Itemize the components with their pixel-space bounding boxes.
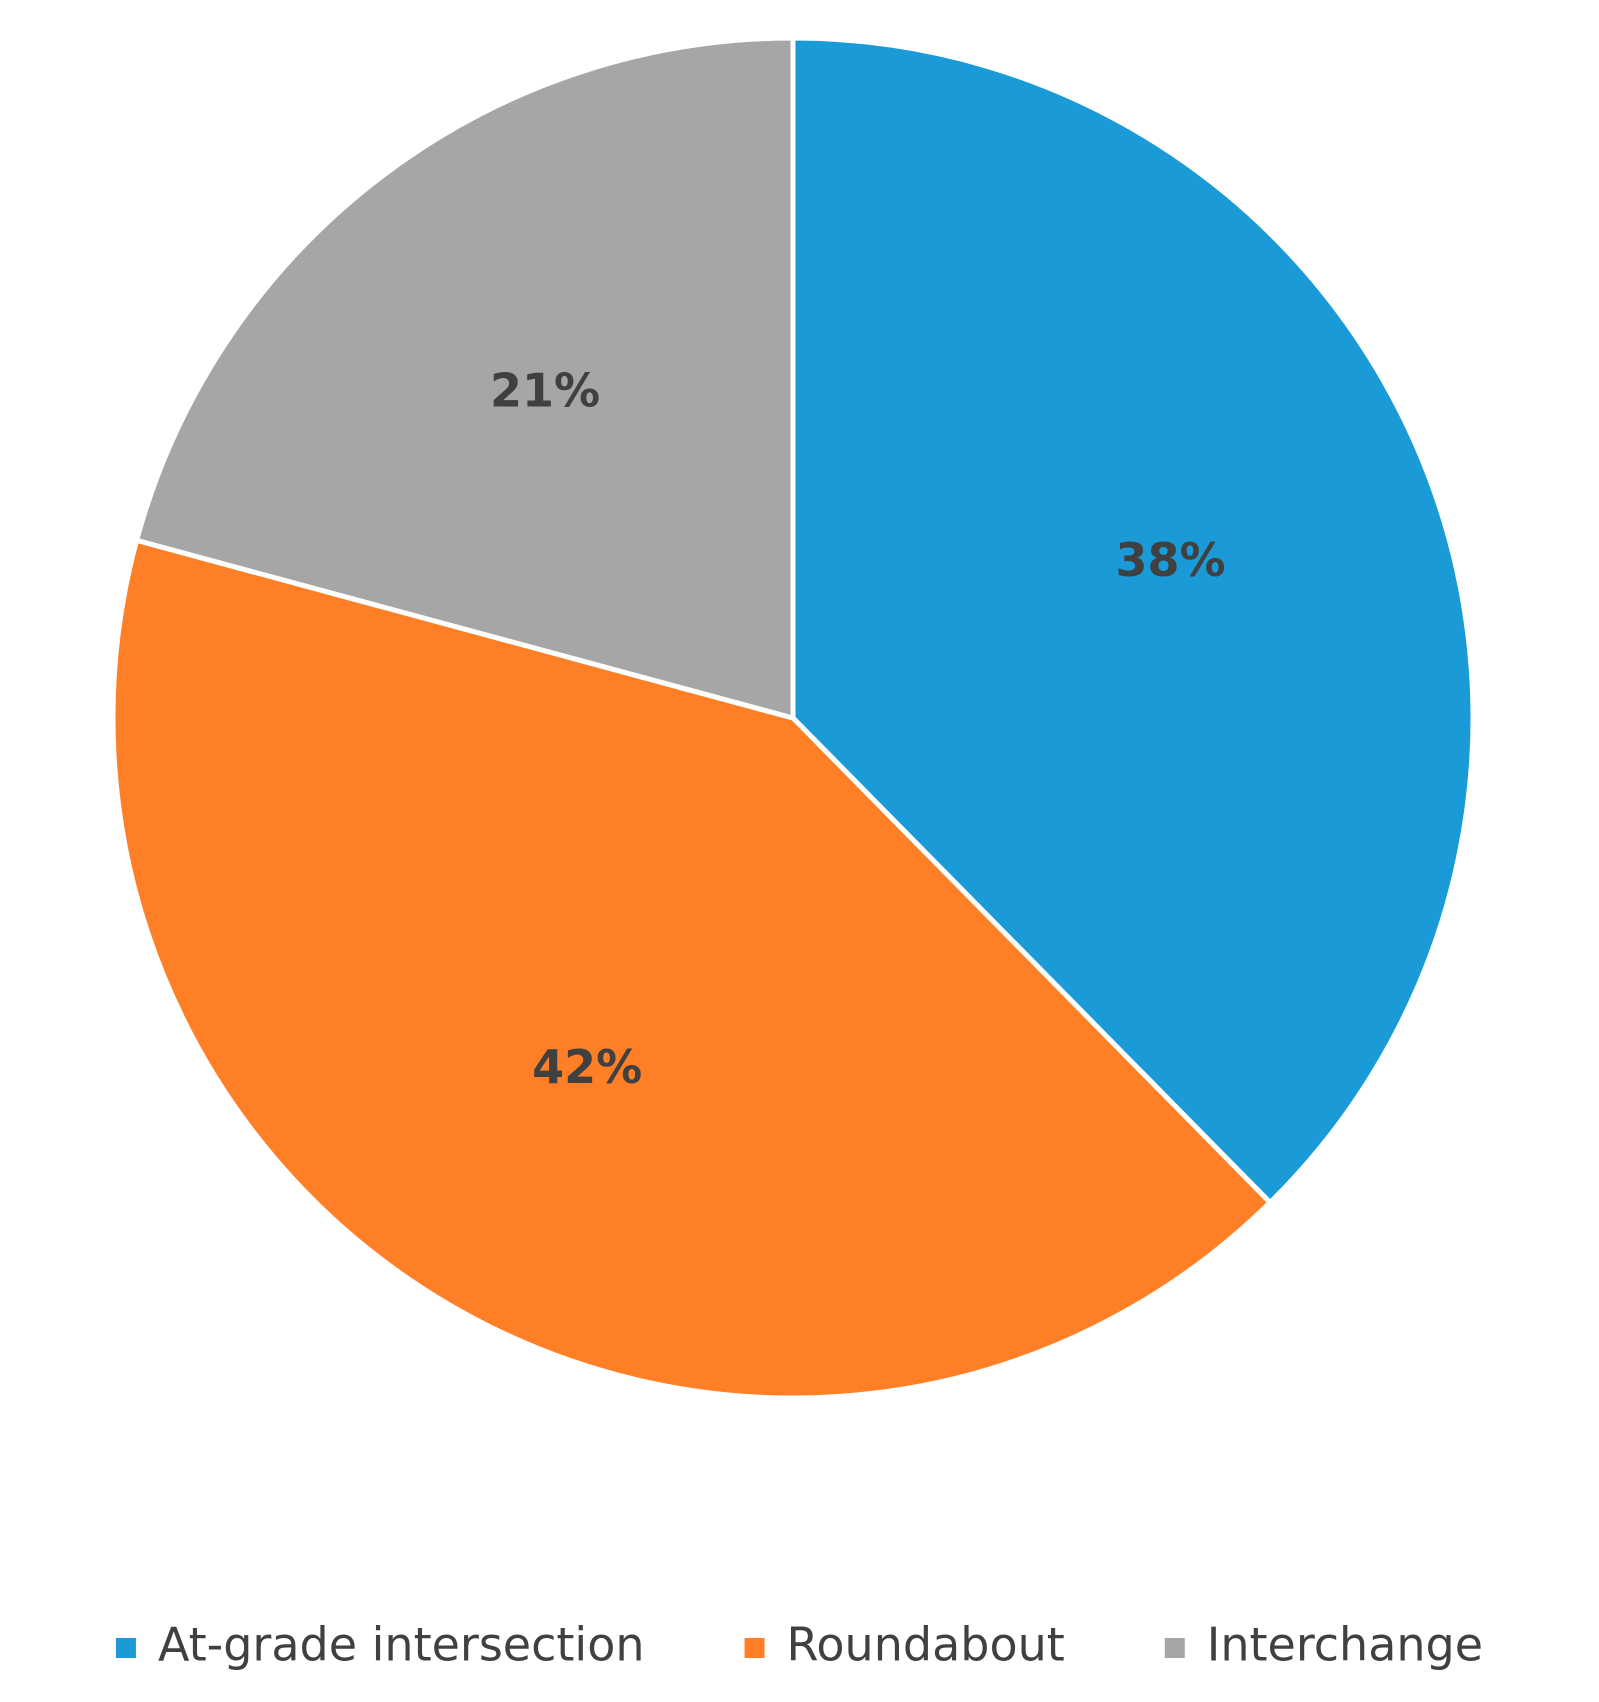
pie-slice [110, 537, 1274, 1401]
legend-label: At-grade intersection [158, 1618, 645, 1672]
legend-label: Roundabout [787, 1618, 1065, 1672]
legend-marker [744, 1638, 765, 1658]
legend-marker [1164, 1638, 1185, 1658]
pie-slice [790, 35, 1476, 1207]
pie [110, 35, 1476, 1401]
legend-item: Roundabout [744, 1618, 1065, 1672]
data-labels: 38% 42% 21% [490, 363, 1226, 1093]
legend: At-grade intersection Roundabout Interchan… [115, 1618, 1483, 1672]
legend-item: Interchange [1164, 1618, 1483, 1672]
data-label: 42% [532, 1040, 642, 1094]
pie-slice [133, 35, 796, 722]
legend-label: Interchange [1207, 1618, 1483, 1672]
legend-item: At-grade intersection [115, 1618, 645, 1672]
legend-marker [115, 1638, 136, 1658]
data-label: 38% [1115, 533, 1225, 587]
data-label: 21% [490, 363, 600, 417]
